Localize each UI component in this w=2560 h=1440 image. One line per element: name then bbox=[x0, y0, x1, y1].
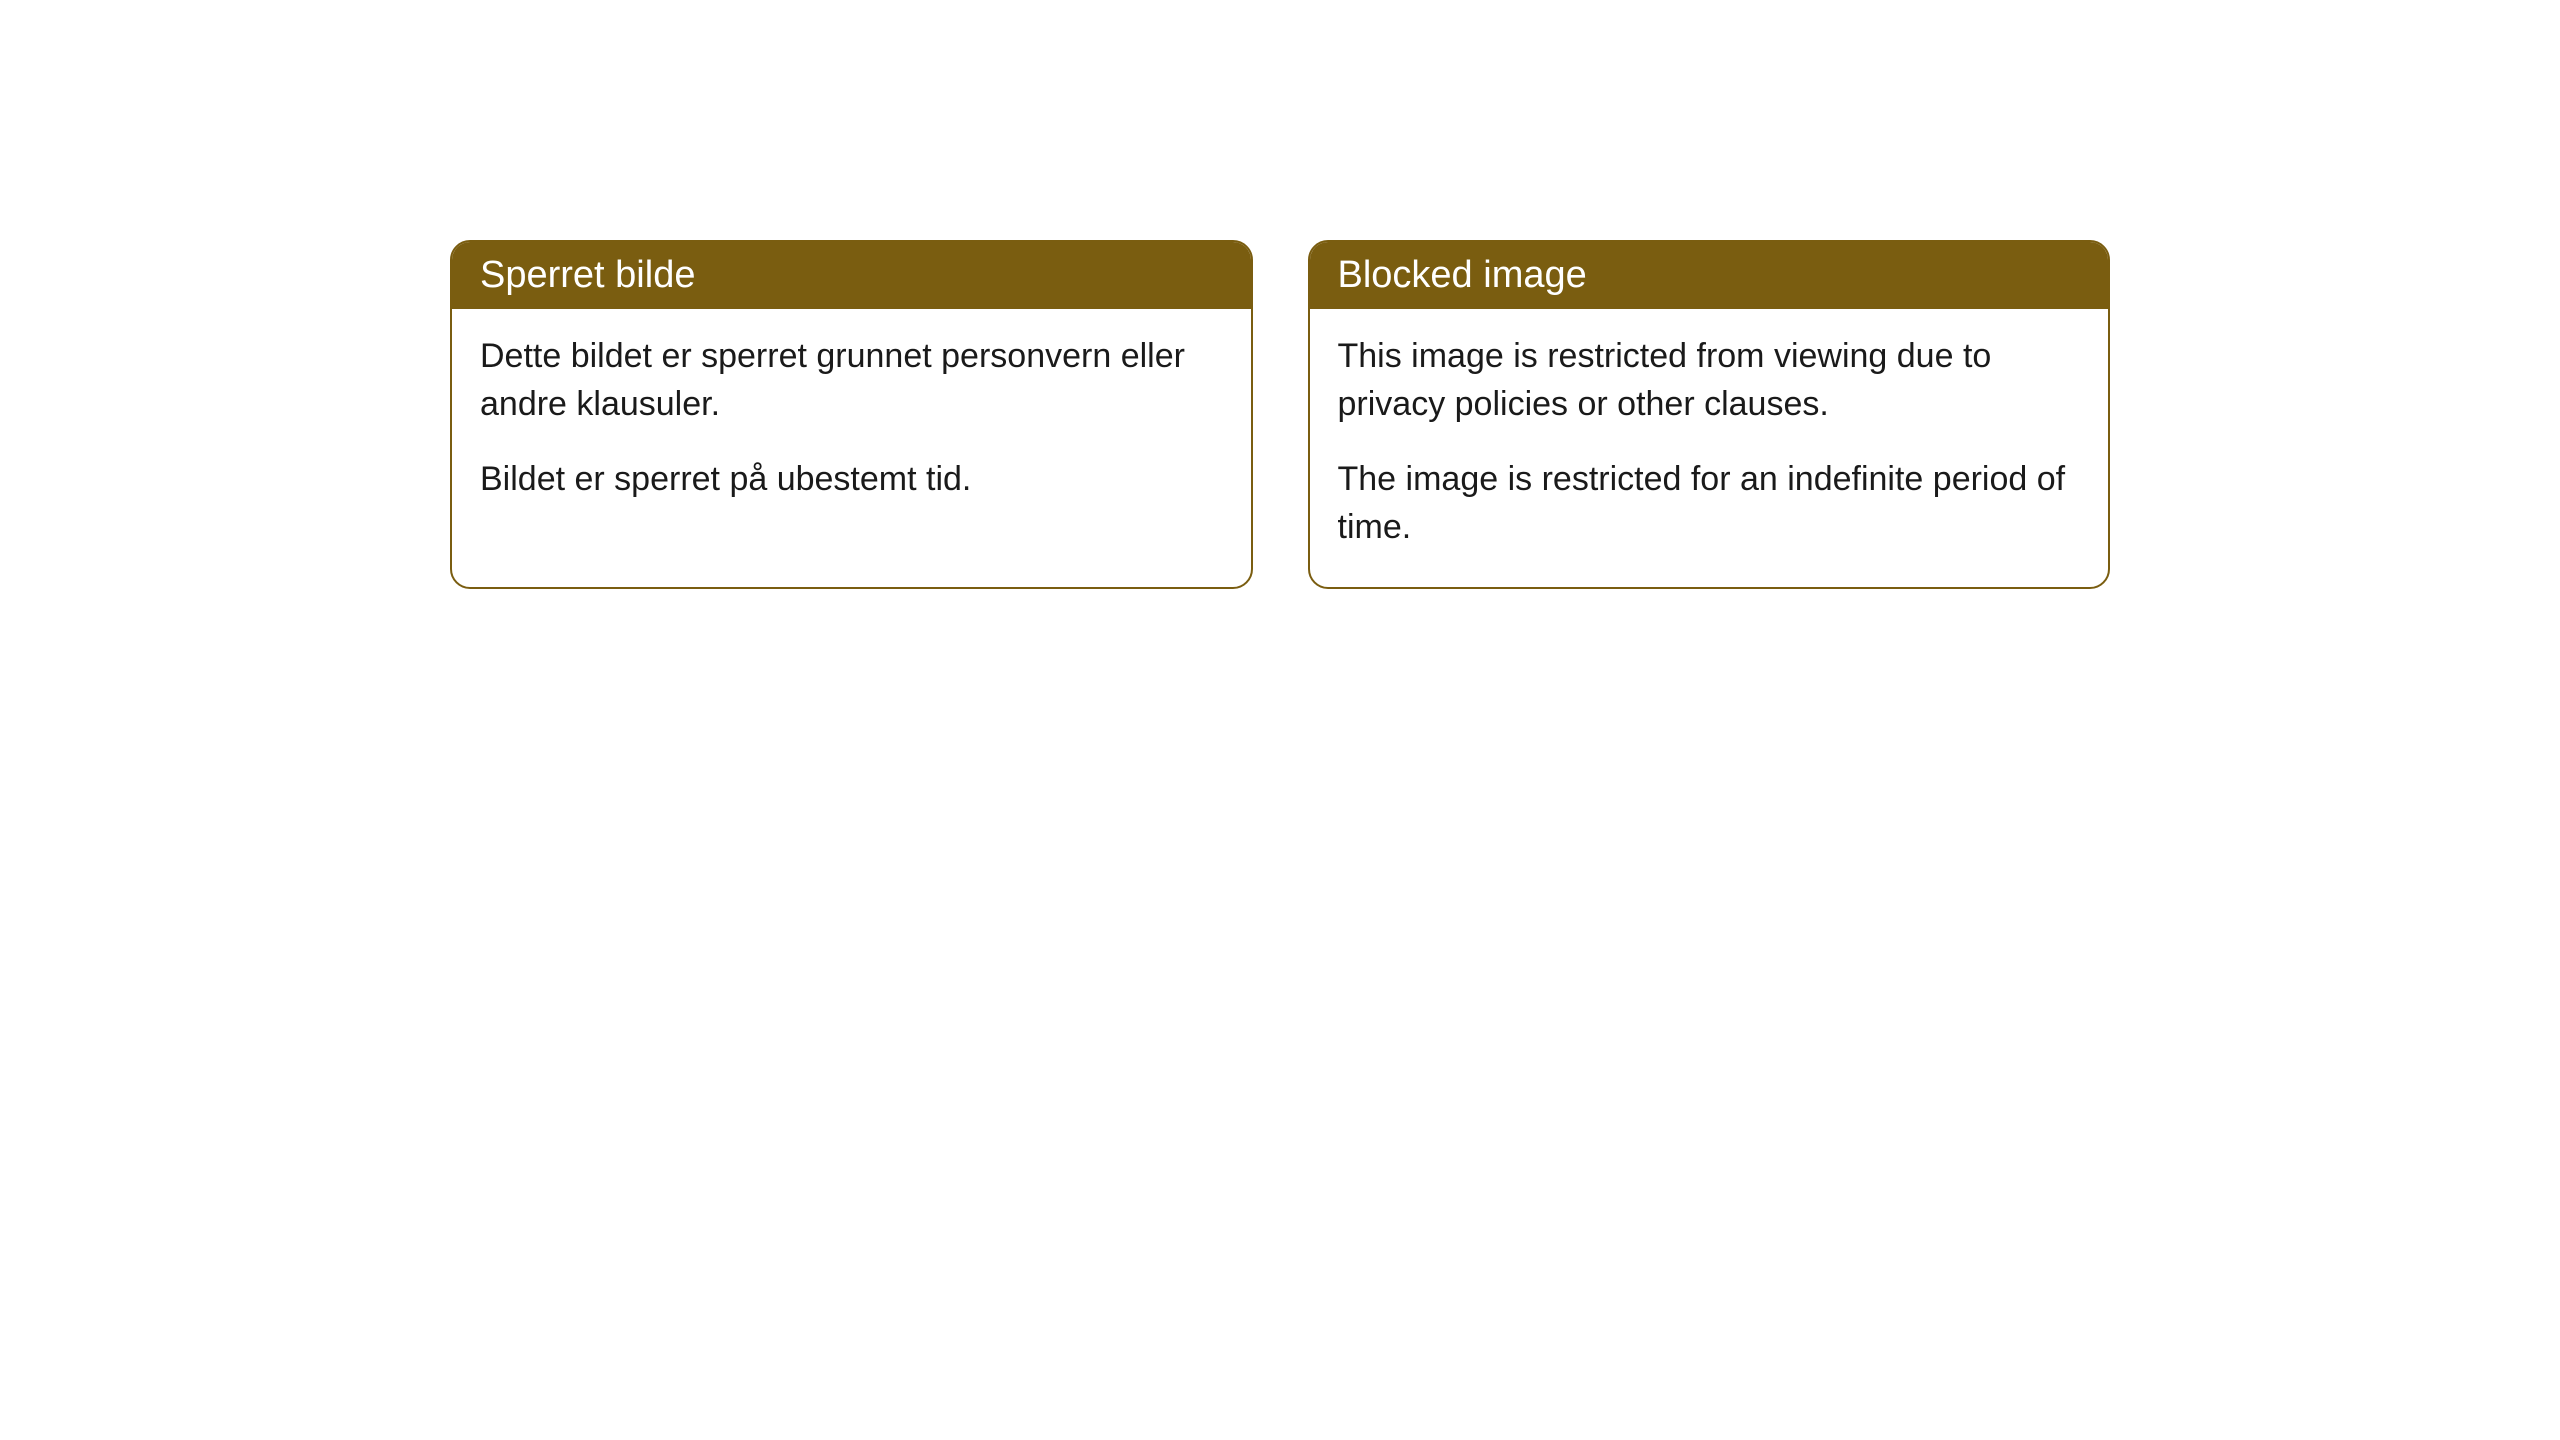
card-paragraph: Bildet er sperret på ubestemt tid. bbox=[480, 456, 1223, 504]
notice-card-norwegian: Sperret bilde Dette bildet er sperret gr… bbox=[450, 240, 1253, 589]
card-paragraph: The image is restricted for an indefinit… bbox=[1338, 456, 2081, 551]
card-paragraph: Dette bildet er sperret grunnet personve… bbox=[480, 333, 1223, 428]
card-header-norwegian: Sperret bilde bbox=[452, 242, 1251, 309]
card-title: Blocked image bbox=[1338, 254, 1587, 296]
card-header-english: Blocked image bbox=[1310, 242, 2109, 309]
card-body-norwegian: Dette bildet er sperret grunnet personve… bbox=[452, 309, 1251, 540]
card-body-english: This image is restricted from viewing du… bbox=[1310, 309, 2109, 587]
notice-cards-container: Sperret bilde Dette bildet er sperret gr… bbox=[450, 240, 2110, 589]
card-title: Sperret bilde bbox=[480, 254, 695, 296]
notice-card-english: Blocked image This image is restricted f… bbox=[1308, 240, 2111, 589]
card-paragraph: This image is restricted from viewing du… bbox=[1338, 333, 2081, 428]
